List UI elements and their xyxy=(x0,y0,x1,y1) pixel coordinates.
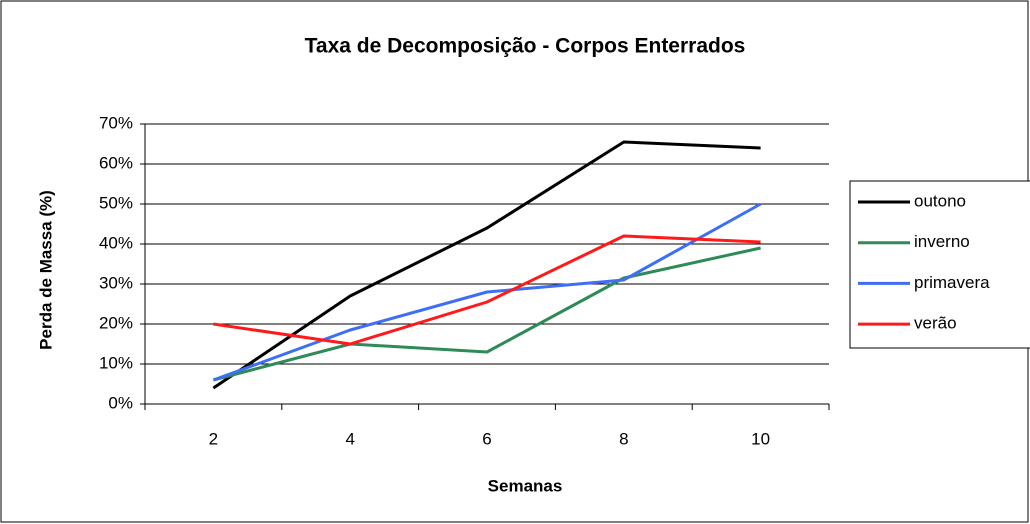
y-tick-label: 40% xyxy=(99,233,133,252)
legend-label: outono xyxy=(914,191,966,210)
y-tick-label: 0% xyxy=(108,393,133,412)
y-tick-label: 50% xyxy=(99,193,133,212)
x-tick-label: 4 xyxy=(345,429,354,448)
y-tick-label: 10% xyxy=(99,353,133,372)
x-tick-label: 6 xyxy=(482,429,491,448)
legend-label: verão xyxy=(914,314,957,333)
legend-label: primavera xyxy=(914,273,990,292)
series-line xyxy=(213,234,761,346)
y-tick-label: 60% xyxy=(99,153,133,172)
legend-box xyxy=(849,180,1030,349)
series-line xyxy=(212,140,761,390)
series-line xyxy=(212,202,762,382)
y-axis-title: Perda de Massa (%) xyxy=(36,190,55,350)
legend-label: inverno xyxy=(914,232,970,251)
y-tick-label: 30% xyxy=(99,273,133,292)
x-tick-label: 2 xyxy=(209,429,218,448)
chart-title: Taxa de Decomposição - Corpos Enterrados xyxy=(305,35,746,58)
x-axis-title: Semanas xyxy=(488,476,563,495)
series-line xyxy=(213,246,761,382)
x-tick-label: 8 xyxy=(619,429,628,448)
y-tick-label: 20% xyxy=(99,313,133,332)
x-tick-label: 10 xyxy=(751,429,770,448)
y-tick-label: 70% xyxy=(99,113,133,132)
